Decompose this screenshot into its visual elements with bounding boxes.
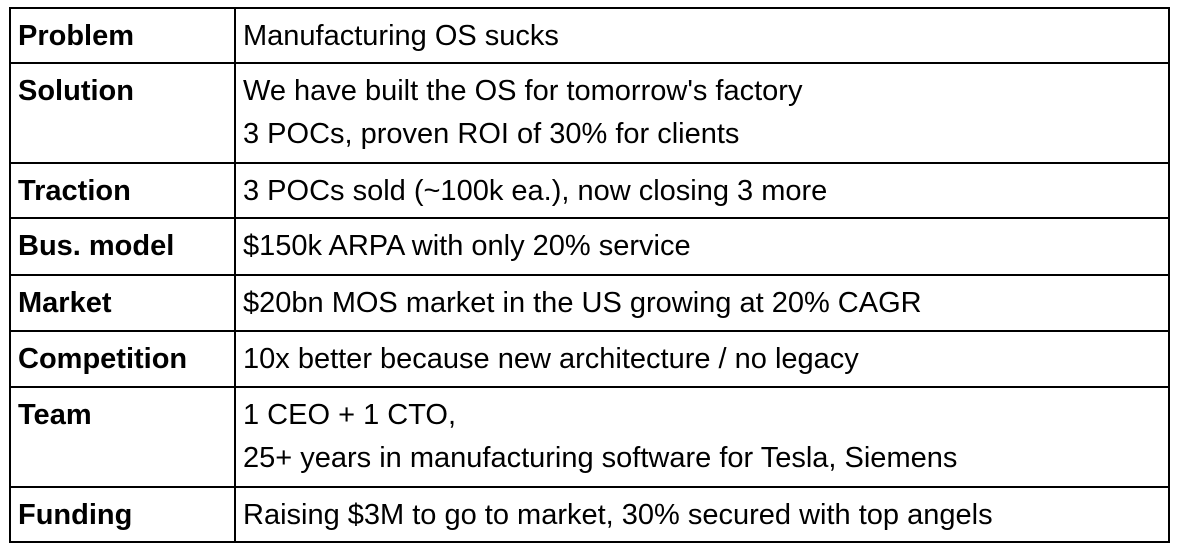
- table-row-competition: Competition 10x better because new archi…: [9, 330, 1170, 388]
- row-label-competition: Competition: [9, 330, 236, 388]
- table-row-problem: Problem Manufacturing OS sucks: [9, 7, 1170, 64]
- pitch-summary-table: Problem Manufacturing OS sucks Solution …: [9, 7, 1170, 543]
- row-value-line: $150k ARPA with only 20% service: [243, 230, 691, 262]
- row-label-problem: Problem: [9, 7, 236, 64]
- row-label-team: Team: [9, 386, 236, 488]
- row-value-line: We have built the OS for tomorrow's fact…: [243, 75, 803, 107]
- table-row-market: Market $20bn MOS market in the US growin…: [9, 274, 1170, 332]
- row-value-business-model: $150k ARPA with only 20% service: [234, 217, 1170, 276]
- row-value-line: $20bn MOS market in the US growing at 20…: [243, 287, 922, 319]
- table-row-funding: Funding Raising $3M to go to market, 30%…: [9, 486, 1170, 543]
- table-row-team: Team 1 CEO + 1 CTO, 25+ years in manufac…: [9, 386, 1170, 488]
- row-value-line: 3 POCs, proven ROI of 30% for clients: [243, 118, 740, 150]
- row-value-line: 3 POCs sold (~100k ea.), now closing 3 m…: [243, 175, 828, 207]
- row-value-line: 10x better because new architecture / no…: [243, 343, 859, 375]
- row-value-competition: 10x better because new architecture / no…: [234, 330, 1170, 388]
- row-label-business-model: Bus. model: [9, 217, 236, 276]
- table-row-business-model: Bus. model $150k ARPA with only 20% serv…: [9, 217, 1170, 276]
- table-row-solution: Solution We have built the OS for tomorr…: [9, 62, 1170, 164]
- row-value-line: 1 CEO + 1 CTO,: [243, 399, 457, 431]
- row-value-market: $20bn MOS market in the US growing at 20…: [234, 274, 1170, 332]
- row-value-problem: Manufacturing OS sucks: [234, 7, 1170, 64]
- row-value-line: 25+ years in manufacturing software for …: [243, 442, 958, 474]
- row-label-solution: Solution: [9, 62, 236, 164]
- row-value-solution: We have built the OS for tomorrow's fact…: [234, 62, 1170, 164]
- row-label-traction: Traction: [9, 162, 236, 219]
- table-row-traction: Traction 3 POCs sold (~100k ea.), now cl…: [9, 162, 1170, 219]
- row-value-team: 1 CEO + 1 CTO, 25+ years in manufacturin…: [234, 386, 1170, 488]
- row-label-market: Market: [9, 274, 236, 332]
- row-value-line: Manufacturing OS sucks: [243, 20, 559, 52]
- row-value-traction: 3 POCs sold (~100k ea.), now closing 3 m…: [234, 162, 1170, 219]
- row-label-funding: Funding: [9, 486, 236, 543]
- row-value-funding: Raising $3M to go to market, 30% secured…: [234, 486, 1170, 543]
- row-value-line: Raising $3M to go to market, 30% secured…: [243, 499, 993, 531]
